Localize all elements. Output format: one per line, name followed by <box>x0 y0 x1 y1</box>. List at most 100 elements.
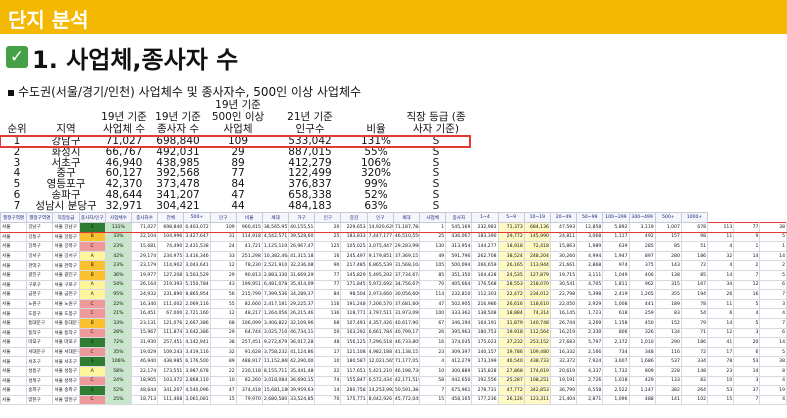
detail-cell-value: 442,650 <box>445 375 473 387</box>
detail-cell-value: 8,155,711 <box>261 365 290 377</box>
detail-cell-city: 서울 <box>0 346 28 358</box>
detail-cell-value: 72 <box>680 260 709 271</box>
detail-cell-value: 22 <box>209 365 237 377</box>
summary-cell-biz: 42,370 <box>105 178 143 191</box>
detail-cell-value: 41 <box>707 337 735 348</box>
bullet-square-icon <box>8 89 14 96</box>
detail-cell-value: 37,369,157 <box>392 250 421 262</box>
detail-cell-value: 19,029 <box>130 346 159 358</box>
detail-cell-value: 19,715 <box>549 269 578 281</box>
detail-cell-value: 4 <box>707 241 735 252</box>
detail-cell-value: 186 <box>680 250 709 262</box>
detail-cell-value: 1,007 <box>654 222 682 233</box>
detail-cell-value: 148 <box>680 365 709 377</box>
summary-row: 7 성남시 분당구 32,971 304,421 44 484,183 63% S <box>0 199 470 212</box>
detail-cell-value: 280 <box>654 250 682 262</box>
detail-cell-value: 33 <box>209 250 237 262</box>
detail-row: 서울 도봉구 서울 도봉구 C 21% 16,451 67,000 2,721,160 12 48… <box>0 308 787 319</box>
detail-cell-value: 85 <box>654 241 682 252</box>
detail-cell-value: 251,298 <box>235 250 263 262</box>
detail-cell-value: 2,522 <box>602 385 630 396</box>
detail-cell-value: 48,217 <box>235 308 263 319</box>
detail-cell-value: 189 <box>654 298 682 310</box>
detail-cell-value: 17 <box>707 346 735 358</box>
detail-cell-value: 14,920,629 <box>366 222 394 233</box>
detail-cell-region: 서울 도봉구 <box>52 308 80 319</box>
summary-cell-big500: 84 <box>231 178 245 191</box>
detail-cell-value: 22,104 <box>130 231 159 243</box>
detail-cell-value: 23,179 <box>130 260 159 271</box>
detail-cell-value: 2,069,116 <box>183 298 211 310</box>
detail-cell-value: 74 <box>314 375 342 387</box>
detail-cell-value: 502,905 <box>445 298 473 310</box>
detail-cell-grade: A <box>78 250 106 262</box>
detail-cell-value: 112,564 <box>523 327 551 339</box>
detail-cell-value: 82,260 <box>235 375 263 387</box>
detail-cell-value: 2,166 <box>576 346 604 358</box>
summary-cell-workers: 304,421 <box>156 199 200 212</box>
detail-cell-value: 47,772 <box>497 385 525 396</box>
detail-cell-grade: B <box>78 260 106 271</box>
detail-cell-value: 12 <box>209 260 237 271</box>
detail-cell-value: 41,721 <box>235 241 263 252</box>
detail-cell-value: 31,879 <box>497 317 525 329</box>
detail-cell-value: 395,963 <box>445 327 473 339</box>
detail-cell-value: 3,416,346 <box>183 250 211 262</box>
detail-cell-value: 31,930 <box>130 337 159 348</box>
detail-cell-district: 송파구 <box>26 385 54 396</box>
detail-cell-value: 56 <box>209 289 237 300</box>
detail-cell-value: 382 <box>654 385 682 396</box>
detail-cell-value: 8,865,954 <box>183 289 211 300</box>
detail-cell-value: 2,521,910 <box>261 260 290 271</box>
detail-cell-value: 960,415 <box>235 222 263 233</box>
detail-cell-value: 77 <box>314 269 342 281</box>
detail-cell-value: 32 <box>209 346 237 358</box>
detail-cell-value: 262,708 <box>471 250 499 262</box>
detail-cell-value: 11 <box>707 298 735 310</box>
detail-col-header: 증감 <box>340 212 368 223</box>
detail-cell-value: 48 <box>314 337 342 348</box>
detail-cell-value: 5,797 <box>576 337 604 348</box>
detail-cell-value: 5,495,292 <box>366 269 394 281</box>
detail-cell-value: 118,610 <box>523 298 551 310</box>
summary-cell-rank: 1 <box>13 135 21 147</box>
detail-cell-value: 157 <box>654 231 682 243</box>
heading-title: 1. 사업체,종사자 수 <box>32 45 239 74</box>
detail-cell-value: 82 <box>680 375 709 387</box>
detail-cell-value: 29 <box>209 327 237 339</box>
detail-cell-grade: C <box>78 394 106 406</box>
detail-col-header: 5~9 <box>497 212 525 223</box>
detail-cell-value: 138 <box>654 269 682 281</box>
detail-cell-value: 313,954 <box>445 241 473 252</box>
detail-cell-value: 15,681,180 <box>261 385 290 396</box>
detail-cell-grade: S <box>78 385 106 396</box>
detail-cell-value: 1 <box>418 222 447 233</box>
detail-cell-value: 355 <box>654 289 682 300</box>
detail-cell-value: 111,468 <box>157 394 185 406</box>
detail-cell-value: 4,982,188 <box>366 346 394 358</box>
detail-cell-value: 32,372 <box>549 356 578 367</box>
detail-cell-value: 28,553 <box>497 279 525 291</box>
summary-cell-workers: 438,985 <box>156 156 200 169</box>
detail-cell-value: 70 <box>418 279 447 291</box>
detail-cell-value: 12 <box>209 308 237 319</box>
detail-cell-value: 441 <box>628 298 656 310</box>
detail-cell-value: 351,350 <box>445 269 473 281</box>
detail-cell-value: 16 <box>314 250 342 262</box>
detail-cell-value: 26,126 <box>497 394 525 406</box>
detail-cell-grade: C <box>78 241 106 252</box>
detail-cell-value: 678 <box>680 222 709 233</box>
detail-cell-value: 2,172 <box>602 337 630 348</box>
detail-col-header: 세대 <box>261 212 290 223</box>
detail-cell-grade: C <box>78 298 106 310</box>
detail-cell-value: 3,987,678 <box>183 365 211 377</box>
detail-cell-district: 동작구 <box>26 327 54 339</box>
summary-cell-workers: 698,840 <box>156 135 200 147</box>
detail-cell-value: 19,191 <box>549 375 578 387</box>
detail-cell-value: 114 <box>418 289 447 300</box>
detail-cell-value: 121,108 <box>340 346 368 358</box>
detail-cell-value: 2,929 <box>576 298 604 310</box>
detail-cell-value: 10 <box>707 375 735 387</box>
detail-table-wrapper[interactable]: 행정구역명 행정구역명 직장등급 종사자/인구 사업체수 종사자수 전체 500+ 인구 비율 세대… <box>0 212 787 418</box>
detail-cell-grade: S <box>78 337 106 348</box>
